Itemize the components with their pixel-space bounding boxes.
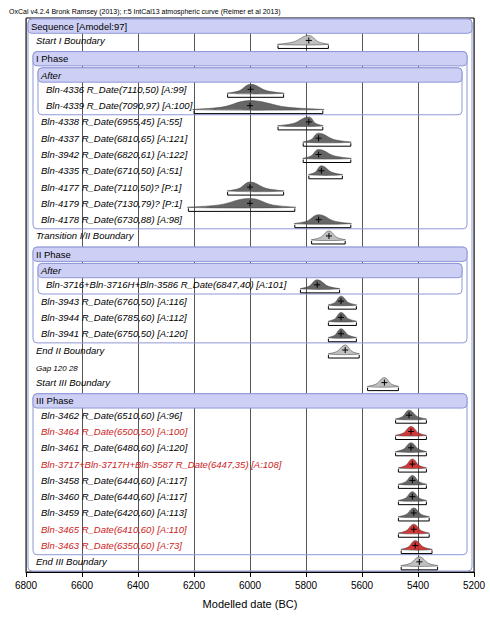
svg-text:Start I Boundary: Start I Boundary [36,35,106,46]
svg-text:Bln-3716+Bln-3716H+Bln-3586 R_: Bln-3716+Bln-3716H+Bln-3586 R_Date(6847,… [46,279,287,290]
svg-text:Bln-4177 R_Date(7110,50)? [P:1: Bln-4177 R_Date(7110,50)? [P:1] [41,182,182,193]
svg-text:5200: 5200 [463,580,486,591]
svg-text:II Phase: II Phase [36,249,71,260]
svg-text:Bln-3464 R_Date(6500,50) [A:10: Bln-3464 R_Date(6500,50) [A:100] [41,426,188,437]
svg-text:5400: 5400 [407,580,430,591]
svg-text:Sequence [Amodel:97]: Sequence [Amodel:97] [31,21,127,32]
svg-text:6400: 6400 [127,580,150,591]
svg-text:Transition I/II Boundary: Transition I/II Boundary [36,230,135,241]
svg-text:Bln-3462 R_Date(6510,60) [A:96: Bln-3462 R_Date(6510,60) [A:96] [41,410,182,421]
svg-text:Bln-3941 R_Date(6750,50) [A:12: Bln-3941 R_Date(6750,50) [A:120] [41,328,188,339]
svg-text:6200: 6200 [183,580,206,591]
svg-text:Bln-4336 R_Date(7110,50) [A:99: Bln-4336 R_Date(7110,50) [A:99] [46,84,187,95]
svg-text:Bln-3459 R_Date(6420,60) [A:11: Bln-3459 R_Date(6420,60) [A:113] [41,507,187,518]
svg-text:Bln-3463 R_Date(6350,60) [A:73: Bln-3463 R_Date(6350,60) [A:73] [41,540,182,551]
svg-text:After: After [40,70,62,81]
svg-text:6800: 6800 [15,580,38,591]
svg-text:5800: 5800 [295,580,318,591]
svg-text:Bln-4179 R_Date(7130,79)? [P:1: Bln-4179 R_Date(7130,79)? [P:1] [41,198,182,209]
svg-text:End II Boundary: End II Boundary [36,345,105,356]
svg-text:Bln-3944 R_Date(6785,60) [A:11: Bln-3944 R_Date(6785,60) [A:112] [41,312,187,323]
svg-text:Bln-3717+Bln-3717H+Bln-3587 R_: Bln-3717+Bln-3717H+Bln-3587 R_Date(6447,… [41,459,282,470]
svg-text:Gap 120 28: Gap 120 28 [36,364,78,373]
svg-text:III Phase: III Phase [36,395,74,406]
svg-text:Bln-3458 R_Date(6440,60) [A:11: Bln-3458 R_Date(6440,60) [A:117] [41,475,187,486]
svg-text:Start III Boundary: Start III Boundary [36,377,111,388]
svg-text:6600: 6600 [71,580,94,591]
svg-text:Bln-3465 R_Date(6410,60) [A:11: Bln-3465 R_Date(6410,60) [A:110] [41,524,187,535]
svg-text:Modelled date (BC): Modelled date (BC) [203,598,298,610]
svg-text:Bln-3942 R_Date(6820,61) [A:12: Bln-3942 R_Date(6820,61) [A:122] [41,149,188,160]
svg-text:Bln-4178 R_Date(6730,88) [A:98: Bln-4178 R_Date(6730,88) [A:98] [41,214,182,225]
svg-text:5600: 5600 [351,580,374,591]
svg-text:Bln-4335 R_Date(6710,50) [A:51: Bln-4335 R_Date(6710,50) [A:51] [41,165,182,176]
svg-text:Bln-3461 R_Date(6480,60) [A:12: Bln-3461 R_Date(6480,60) [A:120] [41,442,188,453]
svg-text:I Phase: I Phase [36,53,68,64]
svg-text:Bln-4339 R_Date(7090,97) [A:10: Bln-4339 R_Date(7090,97) [A:100] [46,100,193,111]
svg-text:Bln-3460 R_Date(6440,60) [A:11: Bln-3460 R_Date(6440,60) [A:117] [41,491,187,502]
svg-text:After: After [40,265,62,276]
svg-text:6000: 6000 [239,580,262,591]
svg-text:Bln-3943 R_Date(6760,50) [A:11: Bln-3943 R_Date(6760,50) [A:116] [41,296,187,307]
svg-text:End III Boundary: End III Boundary [36,556,108,567]
svg-text:OxCal v4.2.4 Bronk Ramsey (201: OxCal v4.2.4 Bronk Ramsey (2013); r:5 In… [9,8,281,16]
svg-text:Bln-4337 R_Date(6810,65) [A:12: Bln-4337 R_Date(6810,65) [A:121] [41,133,188,144]
svg-text:Bln-4338 R_Date(6955,45) [A:55: Bln-4338 R_Date(6955,45) [A:55] [41,116,182,127]
